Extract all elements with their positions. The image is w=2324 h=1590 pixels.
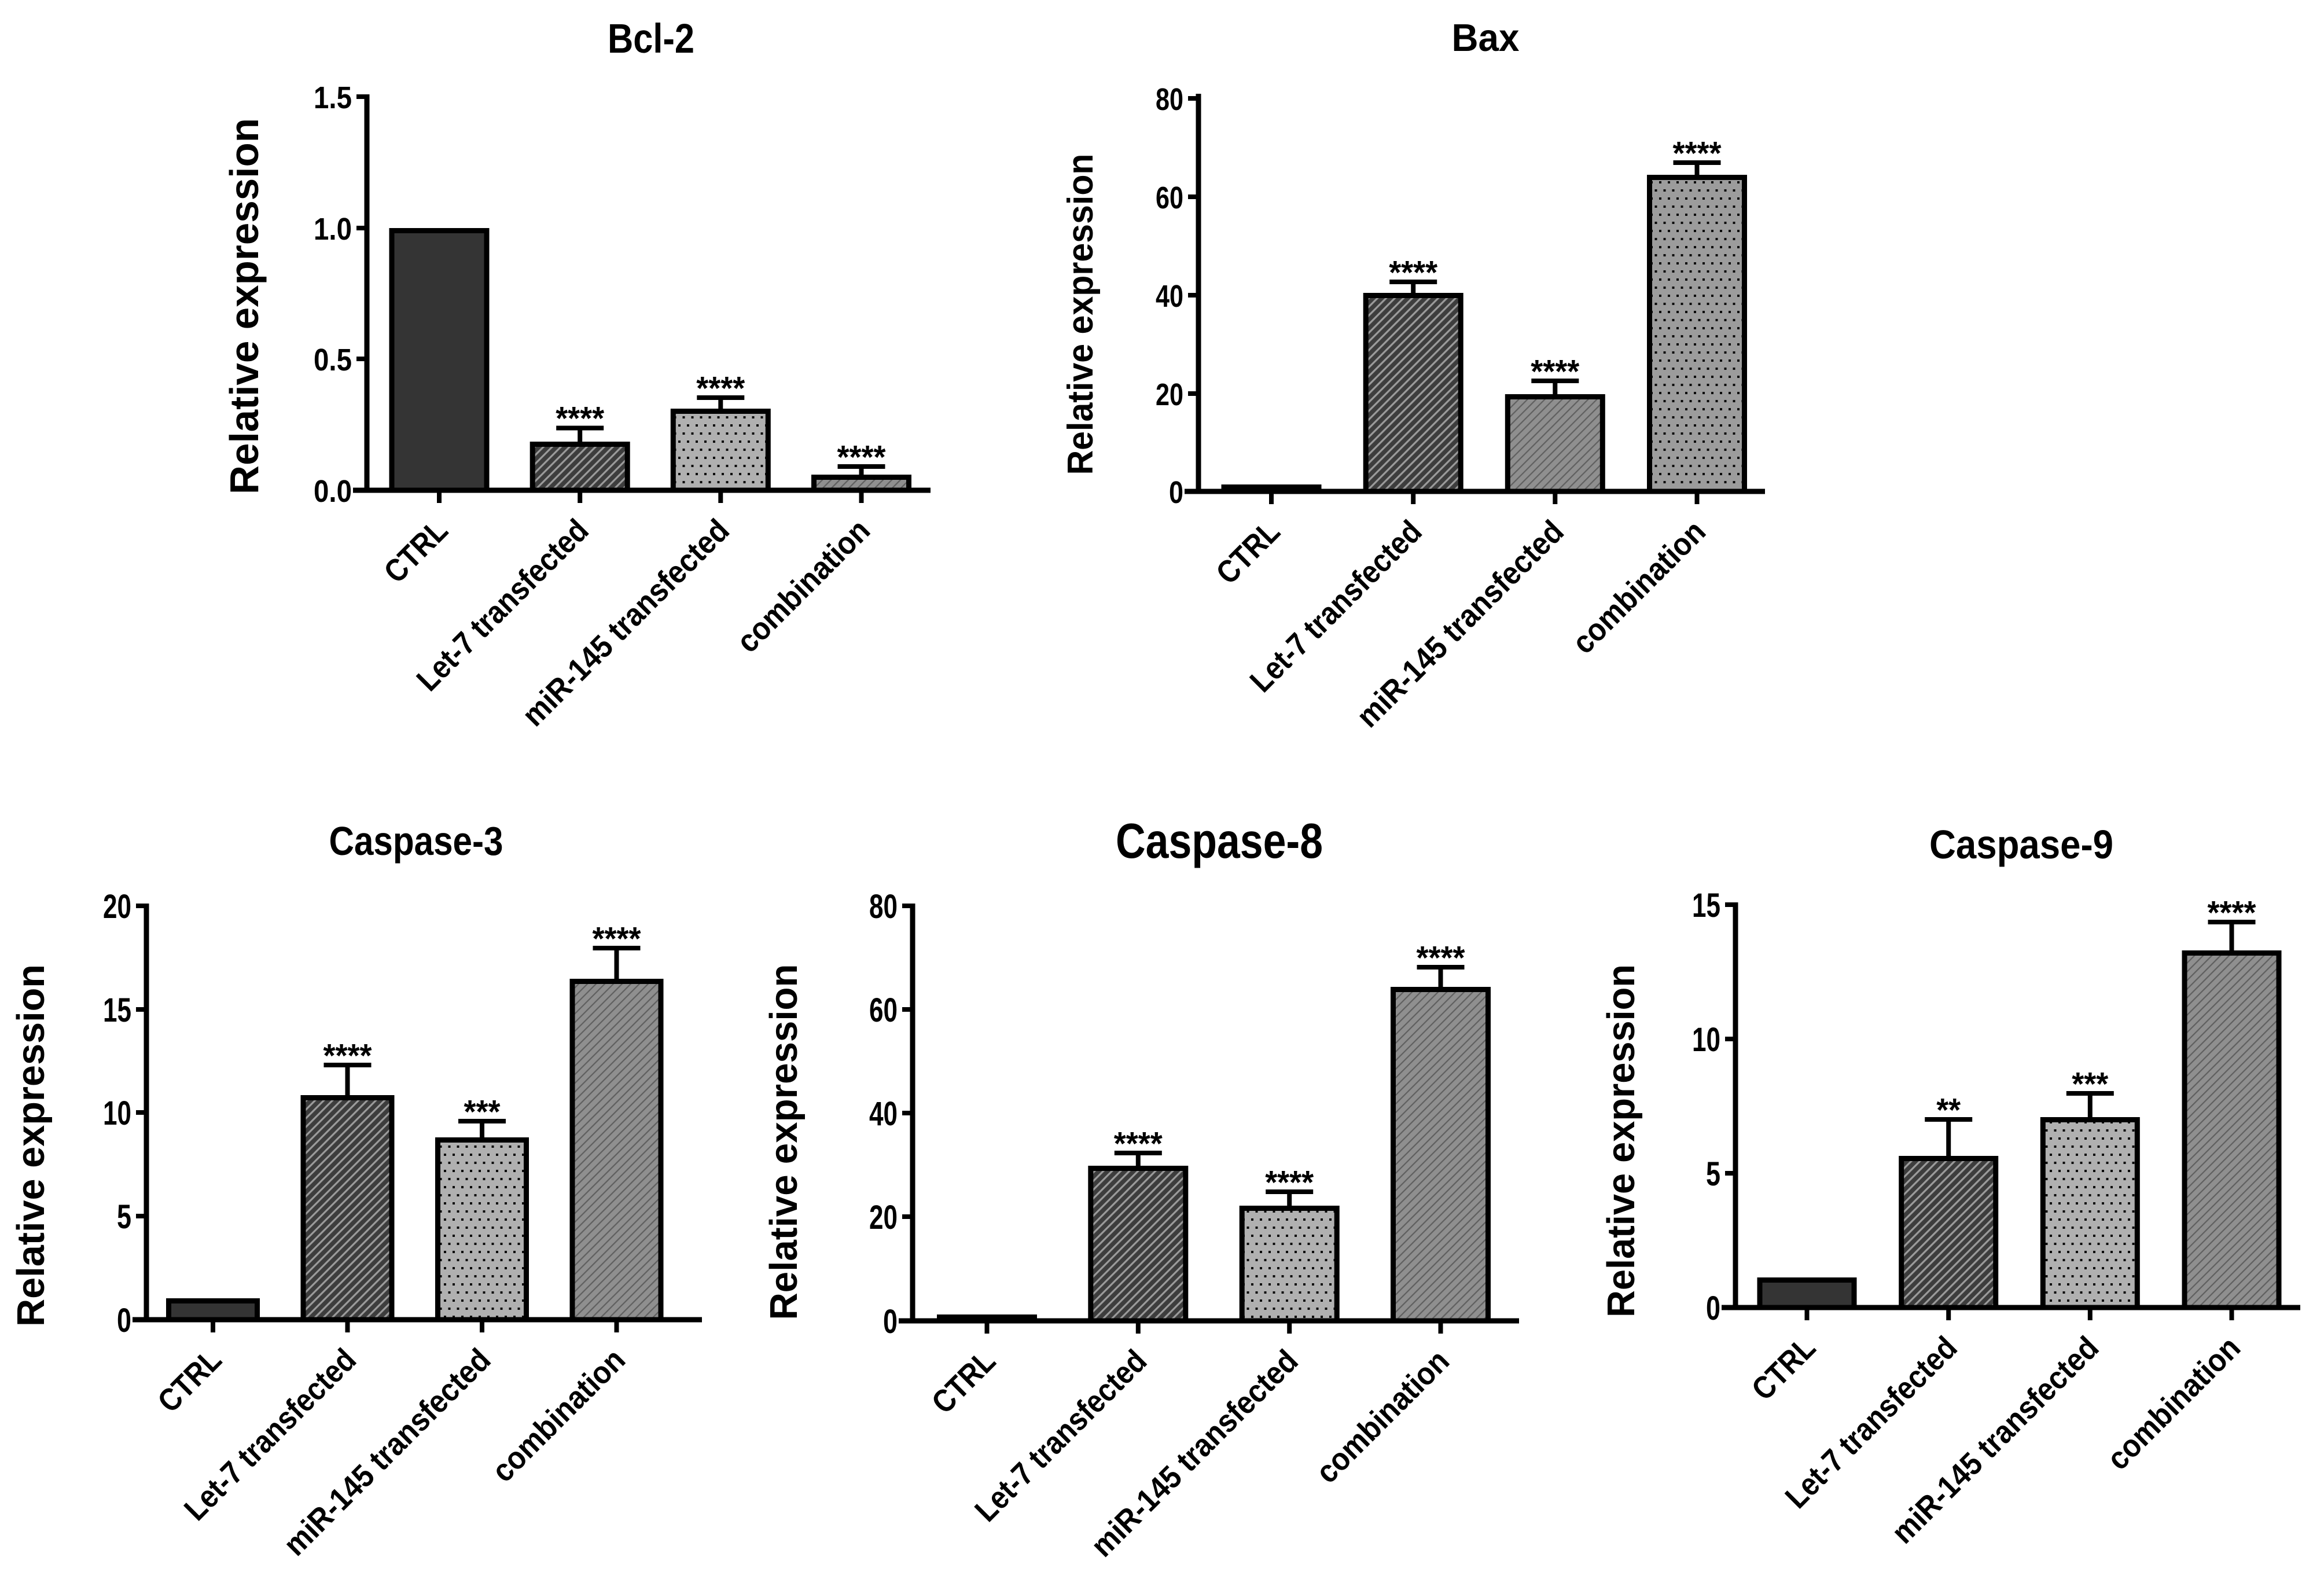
svg-text:****: **** — [593, 920, 642, 957]
svg-text:Relative expression: Relative expression — [222, 118, 267, 494]
svg-text:0: 0 — [1169, 475, 1183, 510]
svg-text:****: **** — [556, 400, 605, 437]
svg-text:0: 0 — [1706, 1290, 1720, 1327]
svg-text:Relative expression: Relative expression — [1599, 964, 1643, 1317]
svg-text:10: 10 — [103, 1095, 131, 1132]
svg-text:40: 40 — [869, 1095, 898, 1133]
svg-text:10: 10 — [1692, 1021, 1720, 1059]
svg-text:15: 15 — [103, 992, 131, 1029]
svg-text:15: 15 — [1692, 887, 1720, 924]
svg-text:Caspase-3: Caspase-3 — [329, 818, 503, 864]
svg-text:***: *** — [2072, 1066, 2109, 1103]
svg-text:Caspase-9: Caspase-9 — [1929, 822, 2113, 867]
svg-text:0.0: 0.0 — [314, 474, 352, 509]
svg-text:****: **** — [1389, 254, 1438, 291]
svg-text:40: 40 — [1156, 279, 1183, 314]
svg-text:****: **** — [1417, 939, 1466, 976]
svg-text:Bcl-2: Bcl-2 — [608, 16, 694, 62]
svg-text:Relative expression: Relative expression — [762, 964, 806, 1320]
svg-text:****: **** — [696, 370, 745, 407]
svg-text:Relative expression: Relative expression — [9, 964, 53, 1327]
svg-text:****: **** — [1673, 135, 1722, 172]
svg-text:****: **** — [837, 439, 887, 476]
svg-text:60: 60 — [869, 992, 898, 1029]
svg-text:****: **** — [2208, 894, 2257, 931]
svg-text:20: 20 — [103, 888, 131, 926]
svg-text:5: 5 — [1706, 1155, 1720, 1193]
svg-text:1.0: 1.0 — [314, 212, 352, 247]
svg-text:20: 20 — [1156, 377, 1183, 412]
svg-text:80: 80 — [869, 888, 898, 926]
svg-text:0: 0 — [117, 1302, 131, 1339]
svg-text:5: 5 — [117, 1198, 131, 1236]
svg-text:0: 0 — [883, 1303, 898, 1341]
svg-text:80: 80 — [1156, 82, 1183, 117]
svg-text:20: 20 — [869, 1199, 898, 1236]
svg-text:****: **** — [323, 1037, 373, 1074]
svg-text:****: **** — [1265, 1164, 1314, 1201]
svg-text:1.5: 1.5 — [314, 80, 352, 115]
svg-text:0.5: 0.5 — [314, 343, 352, 377]
svg-text:Caspase-8: Caspase-8 — [1116, 814, 1323, 869]
svg-text:****: **** — [1531, 353, 1580, 390]
svg-text:****: **** — [1114, 1125, 1163, 1162]
svg-text:Relative expression: Relative expression — [1061, 154, 1101, 475]
svg-text:Bax: Bax — [1452, 16, 1520, 60]
svg-text:**: ** — [1936, 1092, 1961, 1129]
svg-text:***: *** — [464, 1093, 501, 1130]
svg-text:60: 60 — [1156, 181, 1183, 215]
